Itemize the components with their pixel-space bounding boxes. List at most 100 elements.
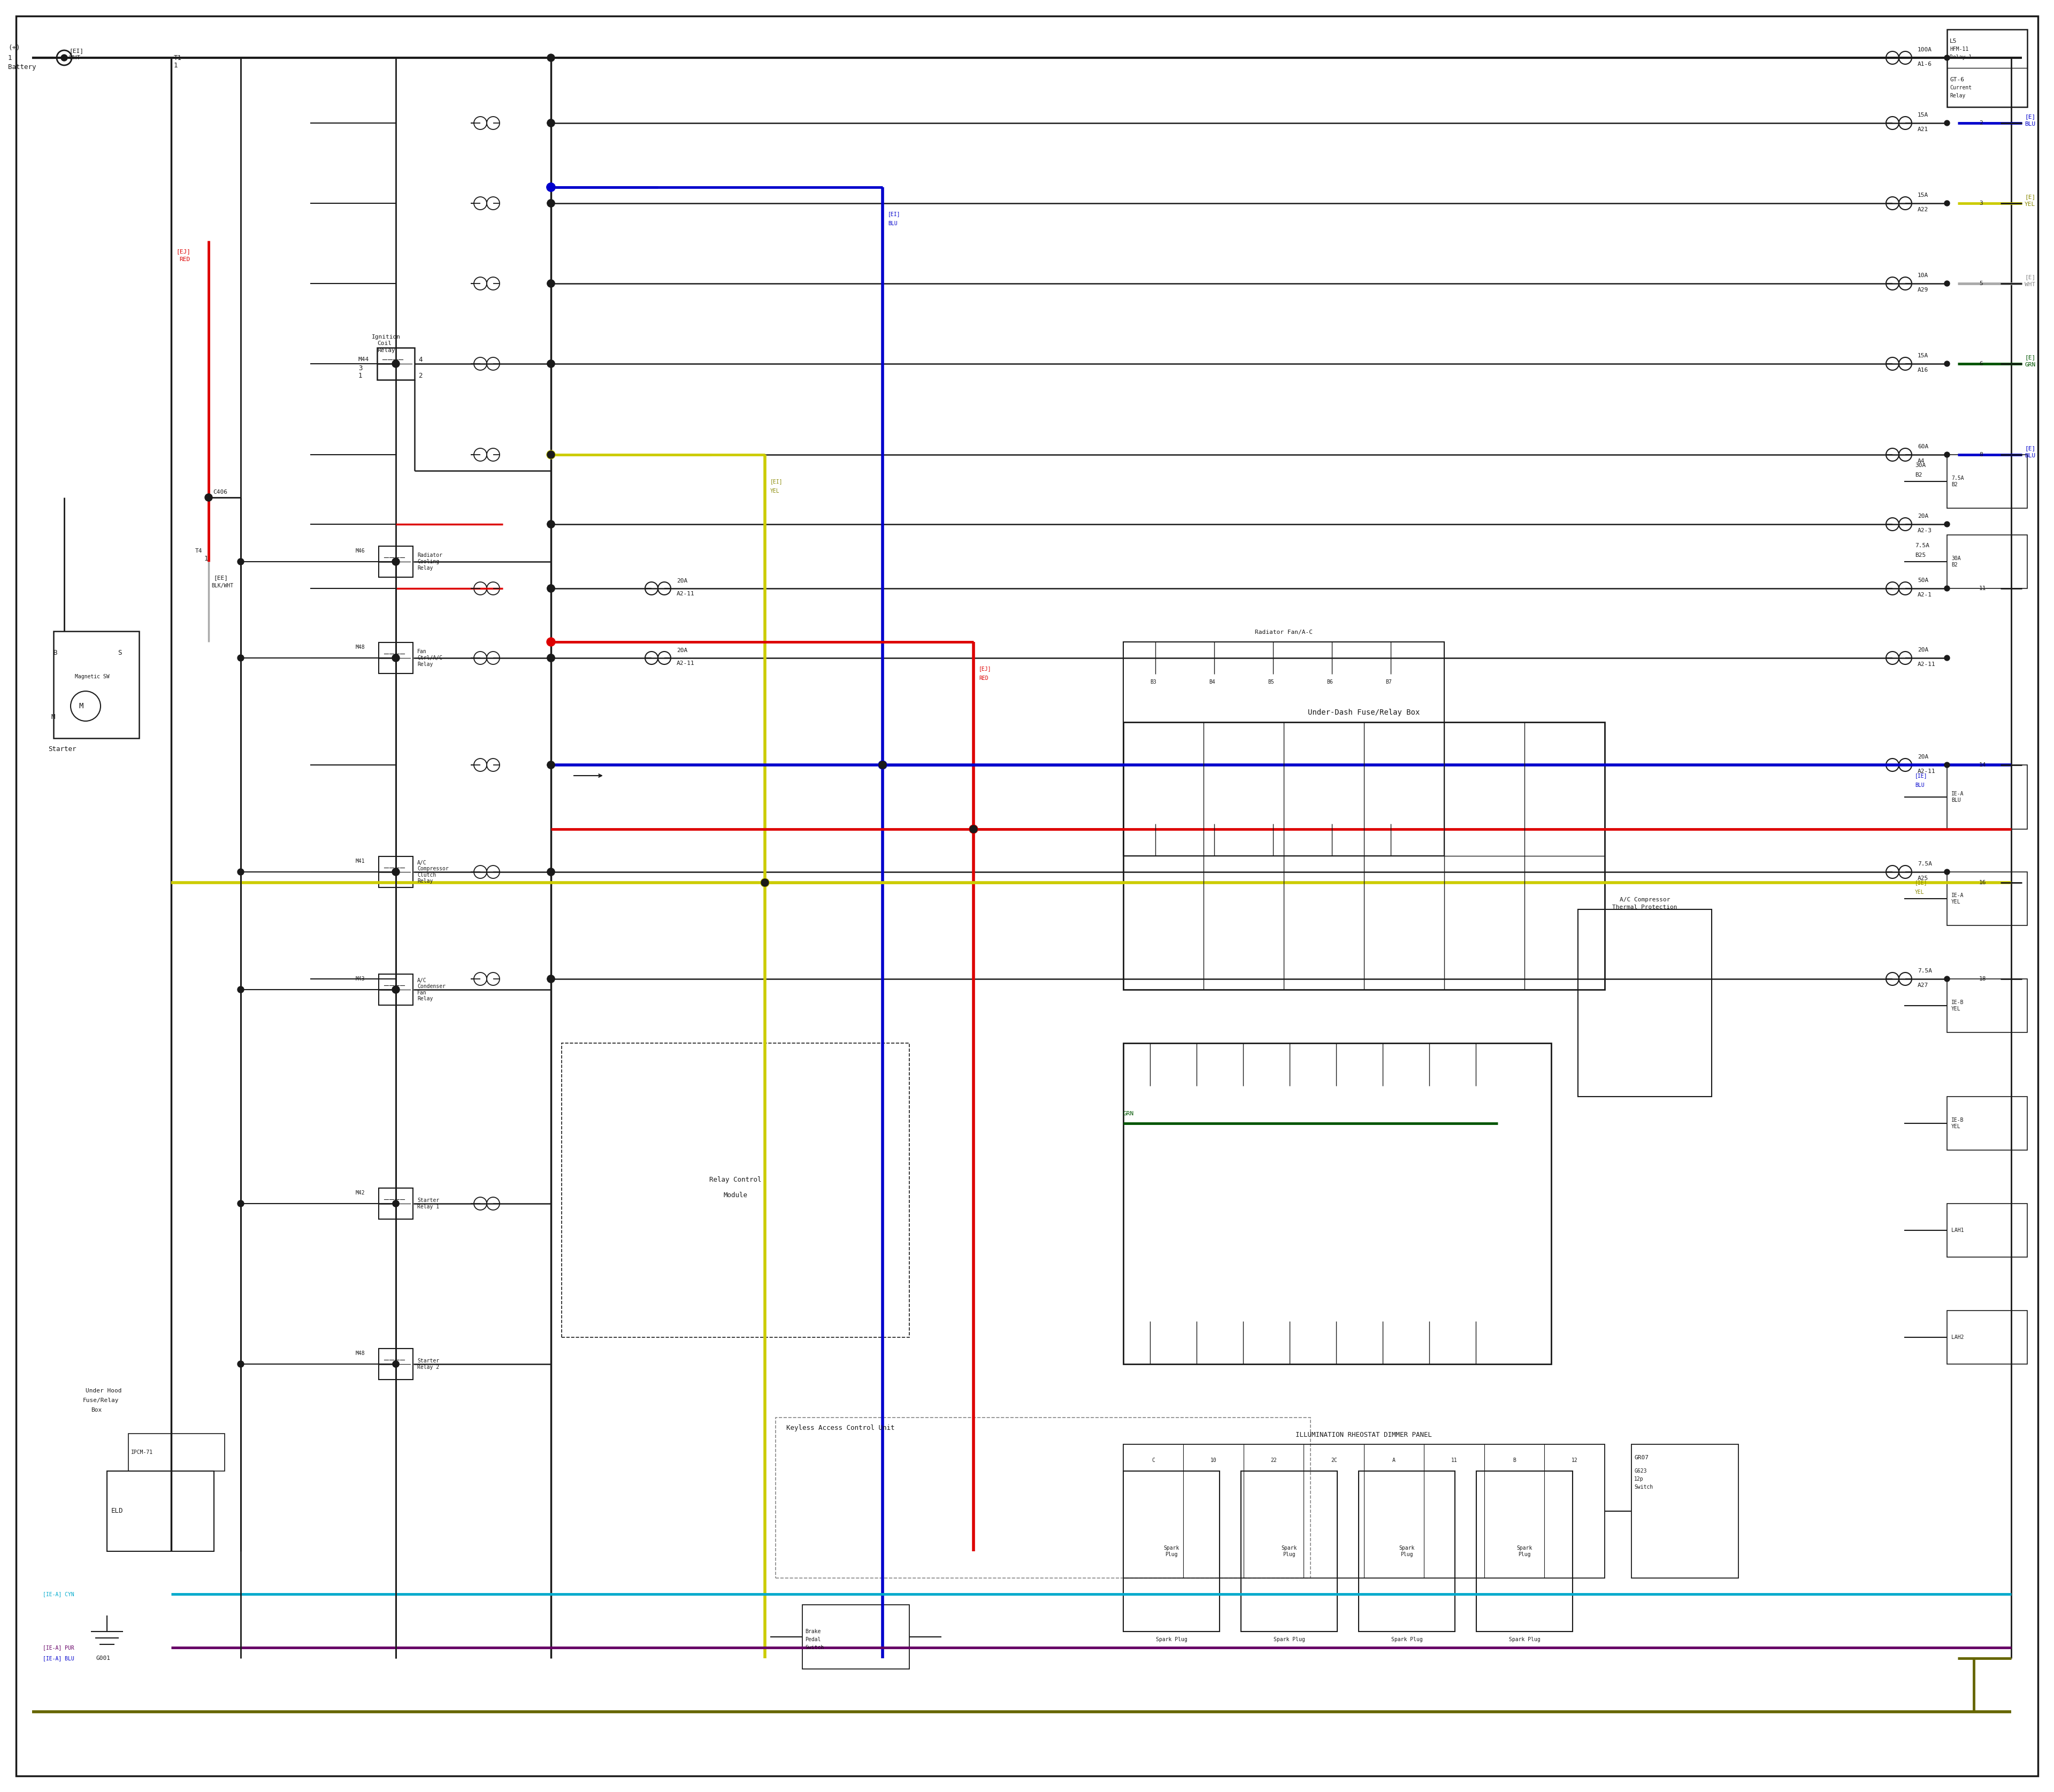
Circle shape [546, 280, 555, 287]
Bar [1358, 1471, 1454, 1631]
Text: G623: G623 [1635, 1468, 1647, 1473]
Text: S: S [117, 649, 121, 656]
Circle shape [1945, 360, 1949, 366]
Text: 60A: 60A [1918, 444, 1929, 450]
Bar [561, 1043, 910, 1337]
Circle shape [392, 360, 401, 367]
Text: A/C Compressor: A/C Compressor [1619, 898, 1670, 903]
Text: Spark Plug: Spark Plug [1391, 1636, 1423, 1641]
Circle shape [1945, 977, 1949, 982]
Text: A29: A29 [1918, 287, 1929, 292]
Bar [378, 857, 413, 887]
Circle shape [546, 762, 555, 769]
Text: 2C: 2C [1331, 1457, 1337, 1462]
Circle shape [546, 654, 555, 661]
Text: Relay: Relay [378, 348, 394, 353]
Text: 15A: 15A [1918, 113, 1929, 118]
Text: IPCM-71: IPCM-71 [131, 1450, 154, 1455]
Circle shape [546, 520, 555, 529]
Text: A4: A4 [1918, 459, 1925, 464]
Circle shape [546, 360, 555, 367]
Circle shape [1945, 521, 1949, 527]
Text: A: A [1393, 1457, 1395, 1462]
Circle shape [1945, 281, 1949, 287]
Text: RED: RED [980, 676, 988, 681]
Bar [1124, 1444, 1604, 1579]
Text: GT-6: GT-6 [1949, 77, 1964, 82]
Circle shape [392, 1201, 398, 1206]
Text: [IE]: [IE] [1914, 880, 1927, 885]
Circle shape [1945, 452, 1949, 457]
Bar [1124, 1043, 1551, 1364]
Text: A2-11: A2-11 [676, 591, 694, 597]
Bar [1947, 29, 2027, 108]
Circle shape [546, 183, 555, 192]
Text: [EE]: [EE] [214, 575, 228, 581]
Text: M43: M43 [355, 977, 366, 982]
Circle shape [1945, 656, 1949, 661]
Text: G001: G001 [97, 1656, 111, 1661]
Text: Fuse/Relay: Fuse/Relay [82, 1398, 119, 1403]
Text: 8: 8 [1980, 452, 1982, 457]
Text: Radiator Fan/A-C: Radiator Fan/A-C [1255, 629, 1313, 634]
Text: YEL: YEL [1914, 889, 1925, 894]
Bar [776, 1417, 1310, 1579]
Circle shape [762, 878, 768, 887]
Text: Fan
Ctrl/A/C
Relay: Fan Ctrl/A/C Relay [417, 649, 442, 667]
Text: 1: 1 [8, 54, 12, 61]
Circle shape [546, 199, 555, 208]
Text: 10: 10 [1210, 1457, 1216, 1462]
Circle shape [392, 557, 401, 566]
Text: B: B [53, 649, 58, 656]
Circle shape [546, 120, 555, 127]
Circle shape [546, 183, 555, 192]
Circle shape [392, 654, 398, 661]
Circle shape [546, 452, 555, 459]
Bar [107, 1471, 214, 1552]
Text: 15A: 15A [1918, 353, 1929, 358]
Text: Relay 1: Relay 1 [1949, 54, 1972, 59]
Circle shape [238, 1201, 244, 1206]
Text: Current: Current [1949, 84, 1972, 90]
Text: 20A: 20A [676, 579, 688, 584]
Text: LAH2: LAH2 [1951, 1335, 1964, 1340]
Text: 20A: 20A [676, 647, 688, 652]
Text: Relay: Relay [1949, 93, 1966, 99]
Circle shape [392, 986, 398, 993]
Text: 6: 6 [1980, 360, 1982, 366]
Text: A2-1: A2-1 [1918, 591, 1933, 597]
Circle shape [58, 50, 72, 65]
Text: 5: 5 [1980, 281, 1982, 287]
Text: B3: B3 [1150, 679, 1156, 685]
Text: A1-6: A1-6 [1918, 61, 1933, 66]
Text: 15A: 15A [1918, 192, 1929, 197]
Circle shape [546, 654, 555, 661]
Bar [1124, 642, 1444, 857]
Text: BLK/WHT: BLK/WHT [212, 582, 234, 588]
Text: Under-Dash Fuse/Relay Box: Under-Dash Fuse/Relay Box [1308, 710, 1419, 717]
Text: [E]: [E] [2025, 115, 2036, 120]
Text: [E]: [E] [2025, 274, 2036, 280]
Circle shape [546, 654, 555, 661]
Text: 22: 22 [1271, 1457, 1278, 1462]
Circle shape [548, 452, 555, 459]
Bar [1631, 1444, 1738, 1579]
Text: Starter
Relay 2: Starter Relay 2 [417, 1358, 440, 1369]
Text: 18: 18 [1980, 977, 1986, 982]
Bar [127, 1434, 224, 1471]
Text: [EI]: [EI] [70, 48, 84, 54]
Text: C406: C406 [214, 489, 228, 495]
Text: GRN: GRN [2025, 362, 2036, 367]
Text: 4: 4 [419, 357, 423, 364]
Text: [EI]: [EI] [770, 478, 783, 484]
Bar [1947, 536, 2027, 588]
Text: 20A: 20A [1918, 514, 1929, 520]
Text: Radiator
Cooling
Relay: Radiator Cooling Relay [417, 552, 442, 570]
Text: 3: 3 [1980, 201, 1982, 206]
Text: 20A: 20A [1918, 754, 1929, 760]
Circle shape [1945, 120, 1949, 125]
Circle shape [1945, 586, 1949, 591]
Text: 7.5A: 7.5A [1918, 862, 1933, 867]
Circle shape [392, 1360, 398, 1367]
Circle shape [205, 495, 212, 502]
